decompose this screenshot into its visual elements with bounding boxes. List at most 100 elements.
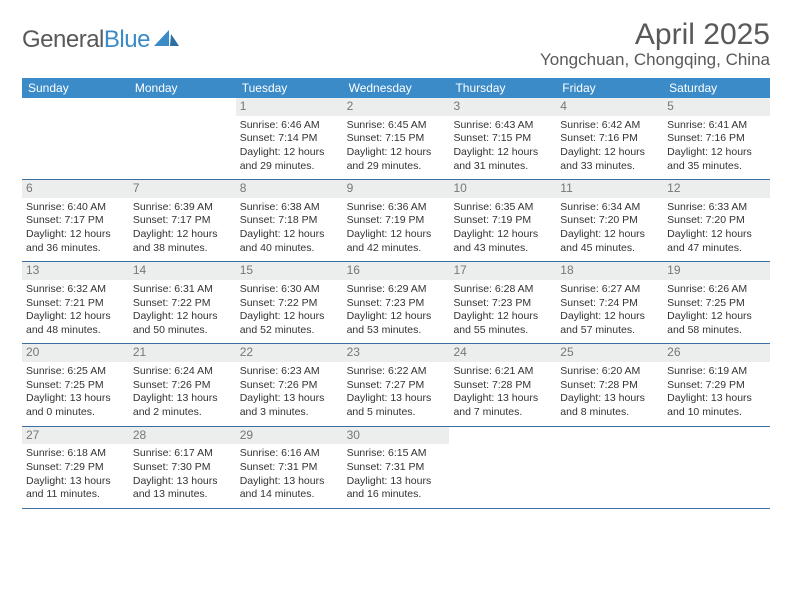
calendar-day-cell: 20Sunrise: 6:25 AMSunset: 7:25 PMDayligh… bbox=[22, 344, 129, 425]
sunset-line: Sunset: 7:28 PM bbox=[453, 379, 552, 393]
day-number: 29 bbox=[236, 427, 343, 445]
sunset-line: Sunset: 7:21 PM bbox=[26, 297, 125, 311]
calendar-day-cell: 4Sunrise: 6:42 AMSunset: 7:16 PMDaylight… bbox=[556, 98, 663, 179]
calendar-empty-cell bbox=[556, 427, 663, 508]
day-number: 24 bbox=[449, 344, 556, 362]
day-number: 1 bbox=[236, 98, 343, 116]
day-number: 14 bbox=[129, 262, 236, 280]
calendar-day-cell: 6Sunrise: 6:40 AMSunset: 7:17 PMDaylight… bbox=[22, 180, 129, 261]
calendar-day-cell: 15Sunrise: 6:30 AMSunset: 7:22 PMDayligh… bbox=[236, 262, 343, 343]
page: GeneralBlue April 2025 Yongchuan, Chongq… bbox=[0, 0, 792, 521]
sunset-line: Sunset: 7:25 PM bbox=[26, 379, 125, 393]
weekday-header: Tuesday bbox=[236, 78, 343, 98]
sunset-line: Sunset: 7:15 PM bbox=[453, 132, 552, 146]
day-number: 8 bbox=[236, 180, 343, 198]
daylight-line-2: and 45 minutes. bbox=[560, 242, 659, 256]
sunrise-line: Sunrise: 6:26 AM bbox=[667, 283, 766, 297]
sunrise-line: Sunrise: 6:41 AM bbox=[667, 119, 766, 133]
day-number: 9 bbox=[343, 180, 450, 198]
calendar-day-cell: 10Sunrise: 6:35 AMSunset: 7:19 PMDayligh… bbox=[449, 180, 556, 261]
sunset-line: Sunset: 7:23 PM bbox=[347, 297, 446, 311]
calendar-day-cell: 2Sunrise: 6:45 AMSunset: 7:15 PMDaylight… bbox=[343, 98, 450, 179]
calendar-day-cell: 16Sunrise: 6:29 AMSunset: 7:23 PMDayligh… bbox=[343, 262, 450, 343]
daylight-line-2: and 0 minutes. bbox=[26, 406, 125, 420]
sunrise-line: Sunrise: 6:19 AM bbox=[667, 365, 766, 379]
calendar-day-cell: 26Sunrise: 6:19 AMSunset: 7:29 PMDayligh… bbox=[663, 344, 770, 425]
calendar: SundayMondayTuesdayWednesdayThursdayFrid… bbox=[22, 78, 770, 509]
day-number: 11 bbox=[556, 180, 663, 198]
title-block: April 2025 Yongchuan, Chongqing, China bbox=[540, 18, 770, 70]
day-number: 15 bbox=[236, 262, 343, 280]
daylight-line-2: and 10 minutes. bbox=[667, 406, 766, 420]
sunrise-line: Sunrise: 6:22 AM bbox=[347, 365, 446, 379]
calendar-body: 1Sunrise: 6:46 AMSunset: 7:14 PMDaylight… bbox=[22, 98, 770, 509]
daylight-line-2: and 16 minutes. bbox=[347, 488, 446, 502]
calendar-day-cell: 11Sunrise: 6:34 AMSunset: 7:20 PMDayligh… bbox=[556, 180, 663, 261]
sunrise-line: Sunrise: 6:16 AM bbox=[240, 447, 339, 461]
daylight-line-2: and 11 minutes. bbox=[26, 488, 125, 502]
daylight-line-2: and 47 minutes. bbox=[667, 242, 766, 256]
sunset-line: Sunset: 7:26 PM bbox=[133, 379, 232, 393]
daylight-line-2: and 50 minutes. bbox=[133, 324, 232, 338]
sunrise-line: Sunrise: 6:33 AM bbox=[667, 201, 766, 215]
daylight-line-2: and 40 minutes. bbox=[240, 242, 339, 256]
daylight-line-1: Daylight: 12 hours bbox=[453, 146, 552, 160]
sunset-line: Sunset: 7:29 PM bbox=[26, 461, 125, 475]
sunrise-line: Sunrise: 6:39 AM bbox=[133, 201, 232, 215]
sunset-line: Sunset: 7:30 PM bbox=[133, 461, 232, 475]
daylight-line-1: Daylight: 12 hours bbox=[667, 310, 766, 324]
daylight-line-1: Daylight: 13 hours bbox=[26, 475, 125, 489]
calendar-day-cell: 14Sunrise: 6:31 AMSunset: 7:22 PMDayligh… bbox=[129, 262, 236, 343]
sunset-line: Sunset: 7:19 PM bbox=[453, 214, 552, 228]
sunrise-line: Sunrise: 6:45 AM bbox=[347, 119, 446, 133]
day-number: 18 bbox=[556, 262, 663, 280]
daylight-line-2: and 5 minutes. bbox=[347, 406, 446, 420]
sunset-line: Sunset: 7:20 PM bbox=[667, 214, 766, 228]
day-number: 23 bbox=[343, 344, 450, 362]
daylight-line-1: Daylight: 12 hours bbox=[347, 228, 446, 242]
day-number: 5 bbox=[663, 98, 770, 116]
day-number: 21 bbox=[129, 344, 236, 362]
sunset-line: Sunset: 7:23 PM bbox=[453, 297, 552, 311]
sunset-line: Sunset: 7:22 PM bbox=[133, 297, 232, 311]
day-number: 7 bbox=[129, 180, 236, 198]
sunrise-line: Sunrise: 6:43 AM bbox=[453, 119, 552, 133]
day-number: 3 bbox=[449, 98, 556, 116]
sunrise-line: Sunrise: 6:29 AM bbox=[347, 283, 446, 297]
day-number: 22 bbox=[236, 344, 343, 362]
calendar-day-cell: 3 Sunrise: 6:43 AMSunset: 7:15 PMDaylight… bbox=[449, 98, 556, 179]
logo: GeneralBlue bbox=[22, 26, 180, 54]
daylight-line-1: Daylight: 12 hours bbox=[453, 310, 552, 324]
logo-word1: General bbox=[22, 26, 104, 53]
daylight-line-2: and 55 minutes. bbox=[453, 324, 552, 338]
daylight-line-2: and 29 minutes. bbox=[240, 160, 339, 174]
daylight-line-2: and 29 minutes. bbox=[347, 160, 446, 174]
logo-text: GeneralBlue bbox=[22, 26, 150, 54]
calendar-day-cell: 30Sunrise: 6:15 AMSunset: 7:31 PMDayligh… bbox=[343, 427, 450, 508]
day-number: 17 bbox=[449, 262, 556, 280]
day-number: 20 bbox=[22, 344, 129, 362]
calendar-day-cell: 1Sunrise: 6:46 AMSunset: 7:14 PMDaylight… bbox=[236, 98, 343, 179]
daylight-line-2: and 57 minutes. bbox=[560, 324, 659, 338]
day-number: 6 bbox=[22, 180, 129, 198]
daylight-line-1: Daylight: 12 hours bbox=[560, 228, 659, 242]
daylight-line-1: Daylight: 12 hours bbox=[347, 146, 446, 160]
calendar-day-cell: 17Sunrise: 6:28 AMSunset: 7:23 PMDayligh… bbox=[449, 262, 556, 343]
daylight-line-1: Daylight: 12 hours bbox=[26, 228, 125, 242]
daylight-line-1: Daylight: 13 hours bbox=[347, 392, 446, 406]
daylight-line-2: and 14 minutes. bbox=[240, 488, 339, 502]
daylight-line-1: Daylight: 12 hours bbox=[133, 228, 232, 242]
daylight-line-2: and 8 minutes. bbox=[560, 406, 659, 420]
day-number: 16 bbox=[343, 262, 450, 280]
daylight-line-2: and 31 minutes. bbox=[453, 160, 552, 174]
sunrise-line: Sunrise: 6:23 AM bbox=[240, 365, 339, 379]
daylight-line-2: and 58 minutes. bbox=[667, 324, 766, 338]
calendar-day-cell: 7Sunrise: 6:39 AMSunset: 7:17 PMDaylight… bbox=[129, 180, 236, 261]
daylight-line-2: and 33 minutes. bbox=[560, 160, 659, 174]
daylight-line-1: Daylight: 13 hours bbox=[26, 392, 125, 406]
weekday-header: Friday bbox=[556, 78, 663, 98]
sunset-line: Sunset: 7:19 PM bbox=[347, 214, 446, 228]
location: Yongchuan, Chongqing, China bbox=[540, 50, 770, 70]
daylight-line-1: Daylight: 13 hours bbox=[240, 392, 339, 406]
sunrise-line: Sunrise: 6:15 AM bbox=[347, 447, 446, 461]
